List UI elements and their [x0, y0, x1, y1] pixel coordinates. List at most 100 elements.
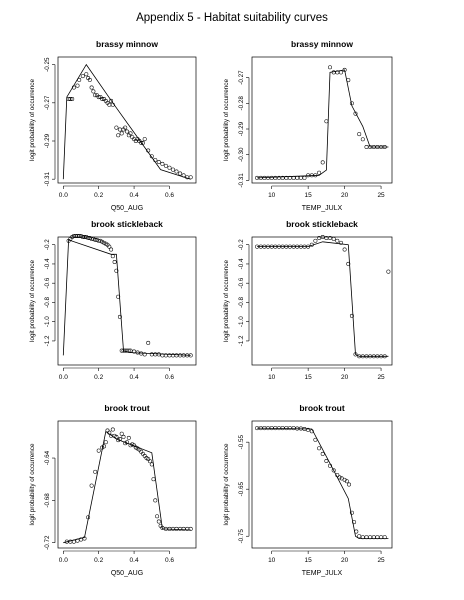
data-point [86, 515, 91, 520]
data-point [116, 133, 121, 138]
chart-title: brook trout [104, 403, 149, 413]
data-point [352, 520, 357, 525]
x-tick-label: 15 [305, 192, 313, 199]
data-point [139, 351, 144, 356]
data-point [349, 101, 354, 106]
data-point [153, 498, 158, 503]
data-point [360, 535, 365, 540]
data-point [139, 140, 144, 145]
data-point [273, 244, 278, 249]
data-point [117, 314, 122, 319]
data-point [96, 448, 101, 453]
data-point [178, 526, 183, 531]
data-point [344, 479, 349, 484]
data-point [287, 426, 292, 431]
data-point [287, 244, 292, 249]
data-point [151, 477, 156, 482]
data-point [117, 127, 122, 132]
data-point [119, 431, 124, 436]
data-point [142, 137, 147, 142]
x-tick-label: 15 [305, 557, 313, 564]
data-point [160, 525, 165, 530]
y-tick-label: -0.55 [238, 434, 245, 449]
data-point [302, 427, 307, 431]
y-tick-label: -0.27 [238, 70, 245, 85]
data-point [280, 426, 285, 431]
data-point [121, 434, 126, 439]
y-axis-label: logit probability of occurrence [29, 79, 36, 161]
data-point [354, 529, 359, 534]
page-title: Appendix 5 - Habitat suitability curves [136, 12, 328, 24]
data-point [125, 129, 129, 134]
data-point [80, 74, 85, 79]
data-point [317, 170, 322, 175]
data-point [346, 78, 351, 83]
data-point [337, 475, 342, 480]
y-tick-label: -0.75 [238, 529, 245, 544]
data-point [174, 169, 179, 174]
data-point [126, 435, 131, 440]
y-tick-label: -1.0 [44, 316, 51, 327]
data-point [357, 132, 362, 137]
data-point [149, 154, 154, 159]
data-point [295, 175, 300, 180]
data-point [71, 85, 76, 90]
x-tick-label: 15 [305, 374, 313, 381]
data-point [302, 175, 307, 180]
data-point [284, 426, 289, 431]
x-axis-label: TEMP_JULX [302, 570, 343, 577]
data-point [324, 459, 329, 463]
data-point [126, 348, 131, 353]
x-tick-label: 20 [341, 557, 349, 564]
chart-panel-4: brook stickleback 10 15 20 25 -1.2 -1.0 -0.8 -0.… [223, 219, 393, 381]
data-point [119, 131, 124, 136]
x-tick-label: 0.2 [94, 557, 103, 564]
x-tick-label: 0.6 [165, 557, 174, 564]
chart-panel-2: brassy minnow 10 15 20 25 -0.31 -0.30 -0.29 -0.2… [223, 39, 393, 212]
data-point [382, 354, 387, 359]
y-axis-label: logit probability of occurrence [223, 260, 230, 342]
chart-panel-1: brassy minnow 0.0 0.2 0.4 0.6 -0.31 -0.29 -0.27… [29, 39, 197, 212]
data-point [160, 161, 165, 166]
x-tick-label: 10 [268, 374, 276, 381]
chart-panel-6: brook trout 10 15 20 25 -0.75 -0.65 -0.55 TEMP_J… [223, 403, 393, 577]
data-point [148, 459, 152, 464]
data-point [82, 536, 87, 541]
data-point [386, 269, 391, 274]
y-tick-label: -0.8 [44, 297, 51, 308]
data-point [93, 469, 98, 474]
data-point [298, 175, 303, 180]
data-point [82, 235, 87, 239]
data-point [335, 70, 340, 75]
x-tick-label: 0.6 [165, 374, 174, 381]
data-point [178, 353, 183, 358]
x-tick-label: 25 [377, 374, 385, 381]
x-tick-label: 10 [268, 192, 276, 199]
data-point [349, 510, 354, 515]
data-point [140, 140, 145, 145]
data-point [77, 234, 82, 238]
y-tick-label: -0.31 [238, 173, 245, 188]
data-point [146, 340, 151, 345]
data-point [146, 148, 151, 153]
data-point [269, 175, 274, 180]
series-line [257, 427, 389, 539]
data-point [346, 261, 351, 266]
data-point [96, 95, 101, 100]
data-point [105, 428, 110, 433]
data-point [339, 240, 343, 245]
data-point [71, 539, 76, 544]
data-point [109, 98, 114, 103]
data-point [317, 446, 322, 451]
series-line [257, 241, 389, 357]
chart-title: brook stickleback [286, 219, 358, 229]
data-point [313, 437, 318, 442]
data-point [110, 254, 115, 259]
plot-frame [57, 236, 197, 366]
x-tick-label: 0.4 [130, 557, 139, 564]
data-point [91, 89, 96, 94]
data-point [171, 167, 175, 172]
data-point [79, 537, 83, 542]
data-point [368, 354, 373, 359]
x-tick-label: 25 [377, 192, 385, 199]
